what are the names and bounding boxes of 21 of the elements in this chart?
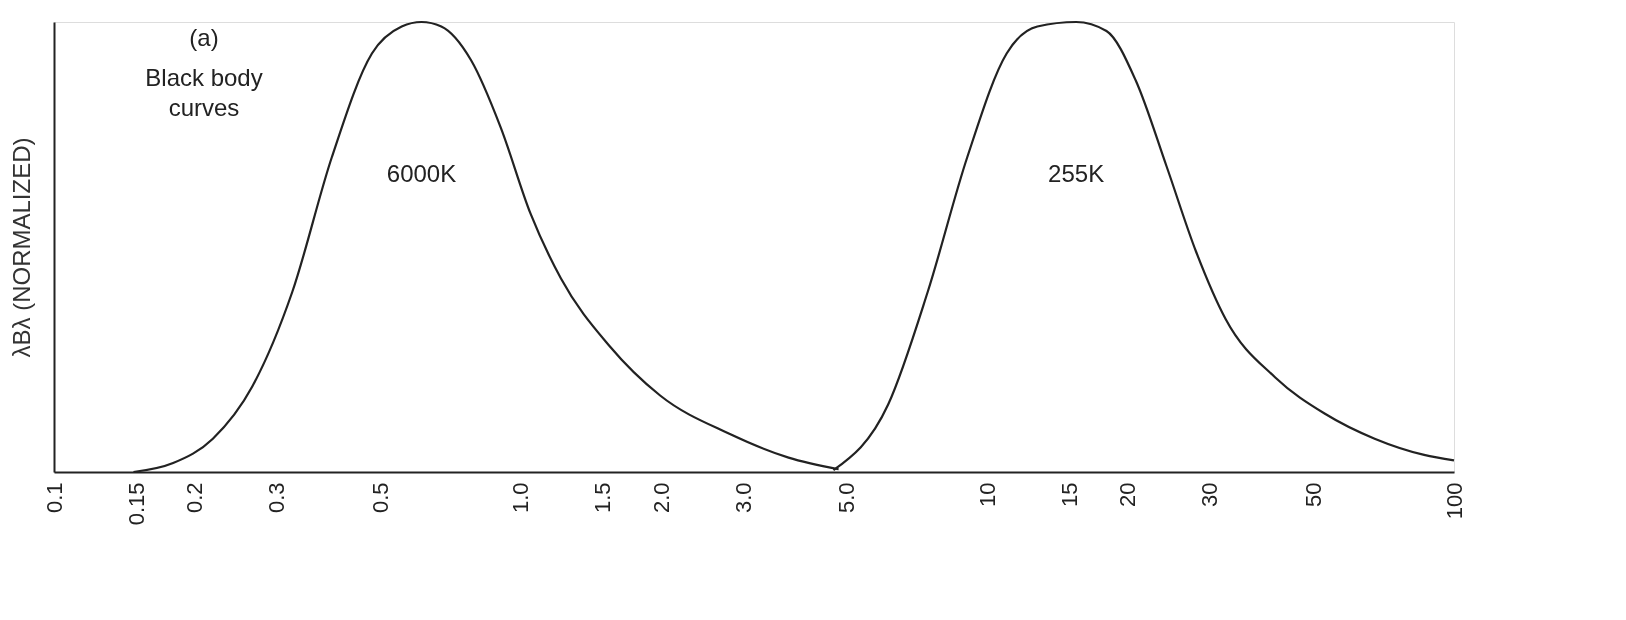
- x-tick-label: 3.0: [730, 482, 756, 514]
- text: 255K: [1048, 160, 1105, 187]
- x-tick-label: 20: [1115, 482, 1141, 507]
- x-tick-label: 0.15: [123, 482, 149, 526]
- x-tick-label: 1.5: [590, 482, 616, 514]
- annotation: Black body curves: [145, 64, 263, 121]
- x-tick-label: 5.0: [834, 482, 860, 514]
- y-axis-title: λBλ (NORMALIZED): [7, 137, 35, 358]
- x-tick-label: 2.0: [648, 482, 674, 514]
- x-tick-label: 15: [1057, 482, 1083, 507]
- x-tick-label: 0.3: [264, 482, 290, 514]
- x-tick-label: 0.2: [181, 482, 207, 514]
- x-tick-label: 0.1: [41, 482, 67, 514]
- x-tick-label: 50: [1301, 482, 1327, 507]
- annotation: (a): [189, 24, 219, 51]
- text: 6000K: [386, 160, 457, 187]
- x-tick-label: 10: [974, 482, 1000, 507]
- x-tick-label: 0.5: [367, 482, 393, 514]
- x-tick-label: 30: [1197, 482, 1223, 507]
- x-tick-label: 100: [1441, 482, 1467, 520]
- x-tick-label: 1.0: [508, 482, 534, 514]
